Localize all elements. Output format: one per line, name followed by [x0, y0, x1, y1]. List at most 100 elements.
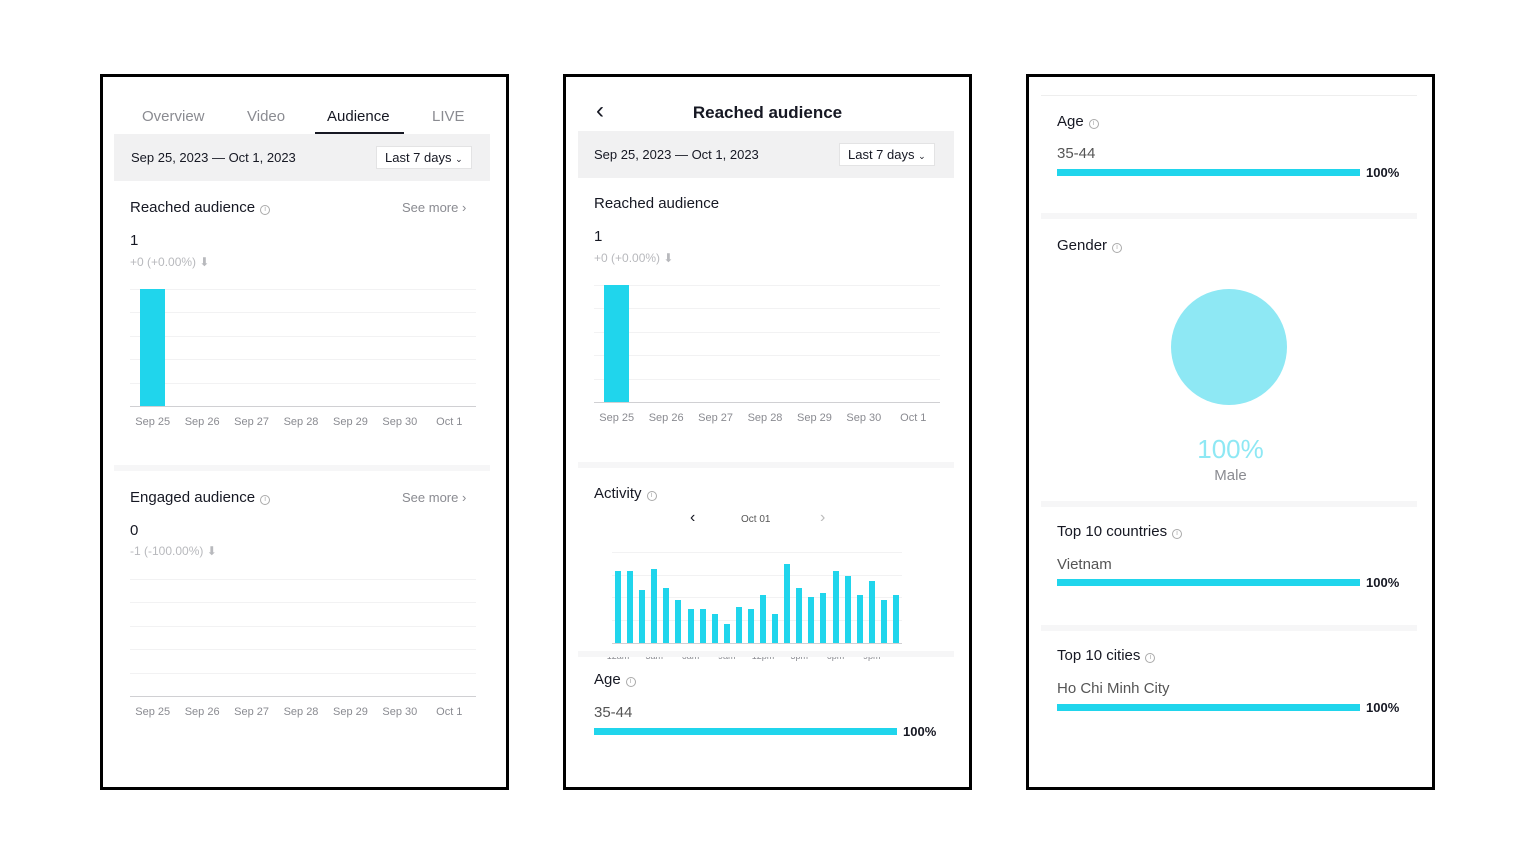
x-tick-label: Sep 27 [234, 416, 269, 428]
date-range: Sep 25, 2023 — Oct 1, 2023 [131, 150, 296, 165]
city-progress-bar [1057, 704, 1360, 711]
gridline [612, 597, 902, 599]
x-tick-label: Sep 27 [698, 412, 733, 424]
x-tick-label: Sep 26 [648, 412, 684, 424]
tab-audience[interactable]: Audience [327, 108, 390, 125]
period-label: Last 7 days [385, 150, 452, 165]
gridline [130, 649, 476, 651]
period-dropdown[interactable]: Last 7 days ⌄ [839, 143, 935, 166]
date-bar: Sep 25, 2023 — Oct 1, 2023 Last 7 days ⌄ [114, 134, 490, 181]
arrow-down-icon: ⬇ [206, 544, 217, 558]
date-bar: Sep 25, 2023 — Oct 1, 2023 Last 7 days ⌄ [578, 131, 954, 178]
divider [578, 651, 954, 657]
activity-bar [747, 609, 754, 643]
x-tick-label: Sep 25 [135, 706, 171, 718]
chart-bar [603, 285, 629, 402]
see-more-link[interactable]: See more › [402, 200, 467, 215]
info-icon[interactable]: i [646, 491, 657, 501]
gridline [594, 355, 940, 357]
gridline [130, 672, 476, 674]
activity-bar [760, 595, 766, 643]
period-dropdown[interactable]: Last 7 days ⌄ [376, 146, 472, 169]
chevron-right-icon: › [462, 200, 467, 215]
activity-bar [868, 580, 875, 643]
divider [1041, 95, 1417, 96]
info-icon[interactable]: i [1145, 653, 1156, 663]
city-percent: 100% [1366, 700, 1400, 715]
gridline [594, 331, 940, 333]
activity-bar [675, 599, 682, 643]
info-icon[interactable]: i [1112, 243, 1123, 253]
audience-overview-panel: Overview Video Audience LIVE Sep 25, 202… [100, 74, 509, 790]
gridline [130, 625, 476, 627]
age-progress-bar [1057, 169, 1360, 176]
country-percent: 100% [1366, 575, 1400, 590]
age-range: 35-44 [594, 704, 633, 721]
back-chevron-icon[interactable]: ‹ [596, 97, 604, 124]
activity-bar [735, 607, 742, 643]
gridline [594, 285, 940, 286]
activity-bar [784, 563, 791, 643]
x-tick-label: Sep 29 [332, 706, 368, 718]
see-more-link[interactable]: See more › [402, 490, 467, 505]
x-axis [612, 643, 902, 644]
activity-bar [772, 614, 779, 643]
reached-audience-title: Reached audience [594, 195, 720, 212]
x-tick-label: Sep 25 [599, 412, 635, 424]
activity-bar [856, 595, 863, 643]
gridline [594, 378, 940, 380]
date-range: Sep 25, 2023 — Oct 1, 2023 [594, 147, 759, 162]
chevron-right-icon: › [462, 490, 467, 505]
engaged-value: 0 [130, 522, 139, 539]
info-icon[interactable]: i [1088, 119, 1099, 129]
x-tick-label: Oct 1 [900, 412, 927, 424]
x-axis [130, 406, 476, 407]
gridline [130, 289, 476, 290]
period-label: Last 7 days [848, 147, 915, 162]
engaged-audience-title: Engaged audience i [130, 489, 271, 506]
activity-bar [832, 571, 839, 643]
page-title: Reached audience [692, 103, 843, 122]
next-day-icon[interactable]: › [820, 509, 826, 526]
info-icon[interactable]: i [260, 495, 271, 505]
gender-label: Male [1214, 467, 1247, 484]
info-icon[interactable]: i [625, 677, 636, 687]
prev-day-icon[interactable]: ‹ [690, 509, 696, 526]
tab-live[interactable]: LIVE [432, 108, 465, 125]
x-axis [594, 402, 940, 403]
active-tab-underline [315, 132, 404, 134]
info-icon[interactable]: i [1172, 529, 1183, 539]
cities-title: Top 10 cities i [1057, 647, 1156, 664]
x-tick-label: Sep 28 [283, 416, 319, 428]
tab-video[interactable]: Video [247, 108, 286, 125]
demographics-panel: Age i 35-44 100% Gender i 100% Male Top 10… [1026, 74, 1435, 790]
x-tick-label: Sep 27 [234, 706, 269, 718]
activity-date: Oct 01 [741, 514, 771, 525]
reached-delta: +0 (+0.00%) ⬇ [594, 251, 674, 265]
divider [114, 465, 490, 471]
x-tick-label: Sep 28 [747, 412, 783, 424]
reached-audience-panel: ‹ Reached audience Sep 25, 2023 — Oct 1,… [563, 74, 972, 790]
gridline [612, 620, 902, 622]
activity-chart: 12am3am6am9am12pm3pm6pm9pm [607, 547, 902, 661]
divider [1041, 625, 1417, 631]
activity-bar [663, 587, 670, 643]
gridline [130, 359, 476, 361]
reached-audience-title: Reached audience i [130, 199, 271, 216]
age-progress-bar [594, 728, 897, 735]
x-tick-label: Sep 26 [184, 706, 220, 718]
activity-bar [796, 587, 803, 643]
reached-delta: +0 (+0.00%) ⬇ [130, 255, 210, 269]
arrow-down-icon: ⬇ [199, 255, 210, 269]
activity-bar [892, 595, 899, 643]
x-tick-label: Oct 1 [436, 706, 463, 718]
gender-title: Gender i [1057, 237, 1123, 254]
activity-bar [699, 609, 706, 643]
country-progress-bar [1057, 579, 1360, 586]
gridline [130, 312, 476, 314]
x-tick-label: Sep 30 [382, 416, 418, 428]
x-tick-label: Sep 29 [796, 412, 832, 424]
info-icon[interactable]: i [260, 205, 271, 215]
gridline [594, 308, 940, 310]
tab-overview[interactable]: Overview [142, 108, 205, 125]
